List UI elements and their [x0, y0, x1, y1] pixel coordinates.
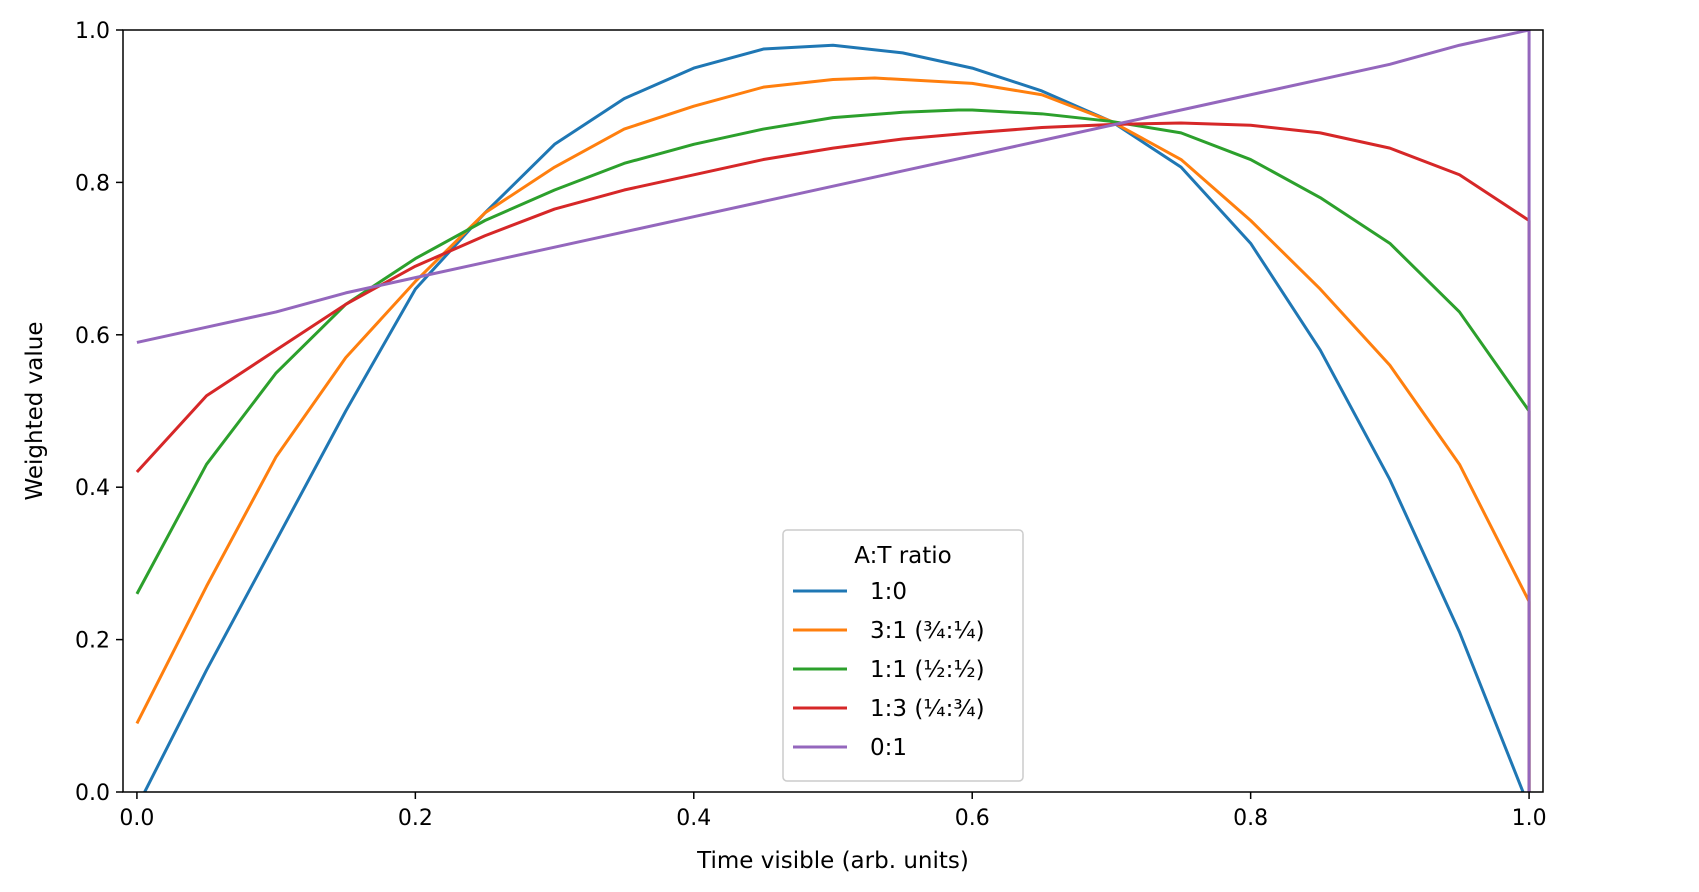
series-line-2 — [135, 76, 1531, 792]
legend-box — [782, 529, 1024, 782]
x-tick-label: 0.0 — [119, 806, 154, 831]
plot-frame — [122, 29, 1544, 793]
series-line-1 — [142, 43, 1525, 792]
legend-entry-label: 1:3 (¼:¾) — [870, 696, 985, 722]
series-layer — [135, 30, 1531, 792]
y-tick-label: 0.4 — [75, 476, 110, 501]
y-tick-label: 0.2 — [75, 629, 110, 654]
x-tick-label: 0.6 — [955, 806, 990, 831]
y-axis-label: Weighted value — [22, 321, 48, 500]
legend-entry-label: 1:0 — [870, 579, 907, 605]
legend-entry-label: 0:1 — [870, 735, 907, 761]
x-tick-label: 0.4 — [676, 806, 711, 831]
x-axis-label: Time visible (arb. units) — [696, 848, 969, 874]
y-tick-label: 1.0 — [75, 19, 110, 44]
y-tick-label: 0.0 — [75, 781, 110, 806]
x-tick-label: 0.2 — [398, 806, 433, 831]
y-tick-label: 0.8 — [75, 171, 110, 196]
y-tick-label: 0.6 — [75, 324, 110, 349]
series-line-5 — [136, 30, 1531, 792]
legend-title: A:T ratio — [854, 543, 951, 569]
x-tick-label: 1.0 — [1512, 806, 1547, 831]
series-line-3 — [135, 108, 1531, 792]
legend-entry-label: 3:1 (¾:¼) — [870, 618, 985, 644]
y-axis-ticks: 0.0 0.2 0.4 0.6 0.8 1.0 — [75, 19, 123, 806]
x-axis-ticks: 0.0 0.2 0.4 0.6 0.8 1.0 — [119, 792, 1547, 831]
legend-entry-label: 1:1 (½:½) — [870, 657, 985, 683]
x-tick-label: 0.8 — [1233, 806, 1268, 831]
legend: A:T ratio 1:0 3:1 (¾:¼) 1:1 (½:½) 1:3 (¼:¾) 0… — [782, 529, 1024, 782]
